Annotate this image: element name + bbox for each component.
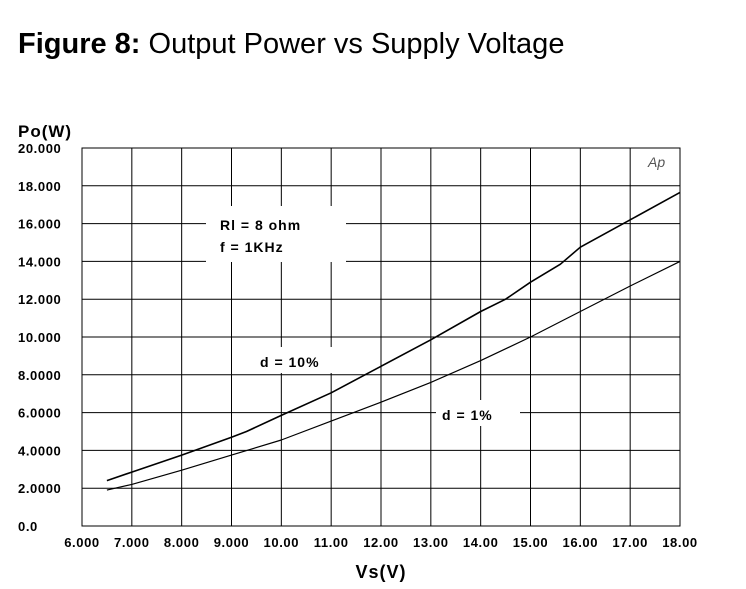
x-tick-label: 11.00 — [314, 535, 349, 550]
x-tick-label: 12.00 — [363, 535, 399, 550]
y-tick-label: 14.000 — [18, 254, 61, 269]
conditions-line-2: f = 1KHz — [220, 239, 284, 255]
series-label-d1: d = 1% — [442, 407, 493, 423]
series-line-1 — [106, 191, 681, 482]
y-tick-label: 12.000 — [18, 292, 61, 307]
series-label-d10: d = 10% — [260, 354, 320, 370]
y-tick-label: 6.0000 — [18, 406, 61, 421]
figure-title-text: Output Power vs Supply Voltage — [148, 28, 565, 60]
y-tick-label: 2.0000 — [18, 481, 61, 496]
x-tick-label: 15.00 — [513, 535, 549, 550]
y-tick-label: 16.000 — [18, 217, 61, 232]
plot-border — [81, 147, 681, 527]
x-tick-label: 16.00 — [563, 535, 599, 550]
conditions-background — [206, 206, 346, 262]
d10-label-background — [252, 347, 336, 373]
x-tick-label: 9.000 — [214, 535, 250, 550]
x-tick-label: 14.00 — [463, 535, 499, 550]
chart-mark: Ap — [647, 154, 665, 170]
y-tick-label: 18.000 — [18, 179, 61, 194]
x-tick-label: 17.00 — [612, 535, 648, 550]
chart-series — [106, 191, 681, 491]
x-tick-label: 6.000 — [64, 535, 100, 550]
x-tick-label: 18.00 — [662, 535, 698, 550]
d1-label-background — [436, 400, 520, 426]
x-tick-label: 7.000 — [114, 535, 150, 550]
y-tick-label: 0.0 — [18, 519, 38, 534]
conditions-line-1: Rl = 8 ohm — [220, 217, 301, 233]
x-tick-label: 10.00 — [264, 535, 300, 550]
y-axis-label: Po(W) — [18, 122, 72, 141]
y-tick-label: 8.0000 — [18, 368, 61, 383]
series-line-2 — [106, 260, 681, 491]
y-tick-label: 10.000 — [18, 330, 61, 345]
chart-axes — [81, 147, 681, 527]
x-tick-label: 8.000 — [164, 535, 200, 550]
x-axis-label: Vs(V) — [355, 562, 406, 582]
figure-number: Figure 8: — [18, 28, 141, 60]
chart-grid — [82, 148, 680, 526]
x-tick-label: 13.00 — [413, 535, 449, 550]
chart-tick-labels: 6.000 7.000 8.000 9.000 10.00 11.00 12.00 13.00… — [18, 122, 698, 582]
figure-title: Figure 8: Output Power vs Supply Voltage — [18, 28, 564, 61]
chart-annotations: Rl = 8 ohm f = 1KHz d = 10% d = 1% Ap — [206, 154, 665, 426]
y-tick-label: 20.000 — [18, 141, 61, 156]
y-tick-label: 4.0000 — [18, 443, 61, 458]
